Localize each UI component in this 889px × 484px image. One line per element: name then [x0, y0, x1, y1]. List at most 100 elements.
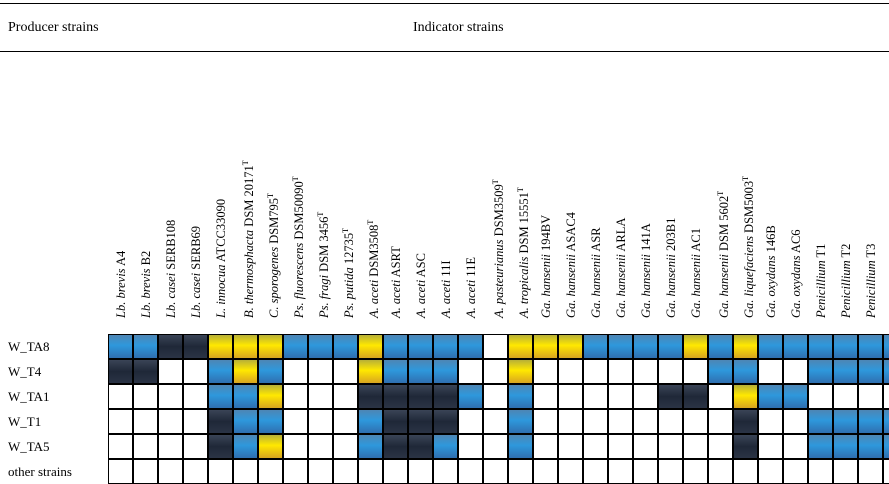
column-strain: DSM 5602 — [717, 195, 732, 255]
column-label: Ga. hansenii ARLA — [614, 218, 628, 318]
matrix-cell — [733, 409, 758, 434]
column-strain: 194BV — [539, 214, 553, 255]
column-label: L. innocua ATCC33090 — [214, 199, 228, 318]
column-genus: Ps. putida — [342, 267, 357, 318]
matrix-cell — [658, 384, 683, 409]
matrix-cell — [683, 409, 708, 434]
column-genus: Penicillium — [839, 260, 853, 318]
matrix-cell — [433, 459, 458, 484]
matrix-cell — [533, 434, 558, 459]
matrix-cell — [183, 409, 208, 434]
matrix-cell — [883, 434, 889, 459]
matrix-cell — [558, 459, 583, 484]
matrix-cell — [483, 434, 508, 459]
matrix-cell — [183, 434, 208, 459]
column-strain: 11E — [464, 257, 478, 280]
matrix-cell — [283, 434, 308, 459]
matrix-cell — [883, 384, 889, 409]
column-strain: T2 — [839, 243, 853, 261]
column-label: A. aceti 11E — [464, 257, 478, 318]
matrix-cell — [258, 409, 283, 434]
producer-strain-label: other strains — [8, 464, 72, 479]
matrix-cell — [233, 334, 258, 359]
matrix-cell — [858, 409, 883, 434]
matrix-cell — [358, 359, 383, 384]
type-strain-mark: T — [491, 179, 500, 185]
type-strain-mark: T — [341, 228, 350, 233]
column-label: C. sporogenes DSM795T — [264, 193, 281, 318]
column-genus: Penicillium — [814, 260, 828, 318]
matrix-cell — [533, 459, 558, 484]
matrix-cell — [833, 409, 858, 434]
matrix-cell — [833, 459, 858, 484]
matrix-cell — [433, 434, 458, 459]
producer-strain-label: W_TA8 — [8, 339, 50, 354]
matrix-cell — [383, 359, 408, 384]
matrix-cell — [233, 359, 258, 384]
matrix-cell — [458, 409, 483, 434]
column-genus: A. pasteurianus — [492, 239, 507, 318]
column-strain: ARLA — [614, 217, 628, 255]
matrix-cell — [583, 459, 608, 484]
column-genus: Ga. hansenii — [664, 254, 678, 318]
matrix-cell — [183, 384, 208, 409]
column-genus: Lb. brevis — [114, 268, 128, 318]
producer-strains-header: Producer strains — [8, 20, 99, 35]
column-label: Ps. putida 12735T — [339, 228, 356, 318]
matrix-cell — [333, 334, 358, 359]
matrix-cell — [258, 459, 283, 484]
matrix-cell — [708, 334, 733, 359]
type-strain-mark: T — [366, 219, 375, 225]
column-label: Lb. casei SERB108 — [164, 220, 178, 318]
matrix-cell — [733, 334, 758, 359]
column-label: Penicillium T2 — [839, 244, 853, 318]
matrix-cell — [858, 459, 883, 484]
column-label: A. aceti ASRT — [389, 246, 403, 318]
matrix-cell — [233, 459, 258, 484]
column-genus: B. thermosphacta — [242, 229, 257, 318]
column-label: Lb. brevis B2 — [139, 251, 153, 318]
matrix-cell — [433, 359, 458, 384]
column-label: Ps. fragi DSM 3456T — [314, 212, 331, 318]
matrix-cell — [133, 359, 158, 384]
column-strain: B2 — [139, 250, 153, 269]
matrix-cell — [708, 409, 733, 434]
matrix-cell — [808, 409, 833, 434]
matrix-cell — [833, 359, 858, 384]
matrix-cell — [108, 409, 133, 434]
matrix-cell — [733, 384, 758, 409]
column-label: A. aceti 11I — [439, 260, 453, 318]
column-strain: SERB69 — [189, 225, 203, 273]
producer-strain-label: W_TA1 — [8, 389, 50, 404]
matrix-cell — [383, 409, 408, 434]
matrix-cell — [533, 384, 558, 409]
matrix-cell — [608, 409, 633, 434]
matrix-cell — [483, 459, 508, 484]
column-strain: 203B1 — [664, 217, 678, 255]
matrix-cell — [658, 334, 683, 359]
matrix-cell — [258, 359, 283, 384]
column-genus: A. aceti — [389, 279, 403, 318]
producer-strain-label: W_T4 — [8, 364, 42, 379]
matrix-cell — [783, 334, 808, 359]
indicator-strains-header: Indicator strains — [413, 20, 504, 35]
matrix-cell — [433, 409, 458, 434]
column-genus: Lb. brevis — [139, 268, 153, 318]
matrix-cell — [758, 459, 783, 484]
column-label: Ga. hansenii 141A — [639, 223, 653, 318]
matrix-cell — [458, 384, 483, 409]
matrix-cell — [158, 459, 183, 484]
matrix-cell — [108, 434, 133, 459]
matrix-cell — [483, 384, 508, 409]
matrix-cell — [108, 359, 133, 384]
matrix-cell — [783, 359, 808, 384]
column-strain: ASC — [414, 253, 428, 280]
matrix-cell — [483, 334, 508, 359]
column-label: Ga. oxydans 146B — [764, 225, 778, 318]
column-strain: DSM3508 — [367, 224, 382, 280]
matrix-cell — [558, 359, 583, 384]
matrix-cell — [358, 334, 383, 359]
matrix-cell — [633, 384, 658, 409]
matrix-cell — [158, 384, 183, 409]
column-strain: DSM50090 — [292, 181, 307, 243]
